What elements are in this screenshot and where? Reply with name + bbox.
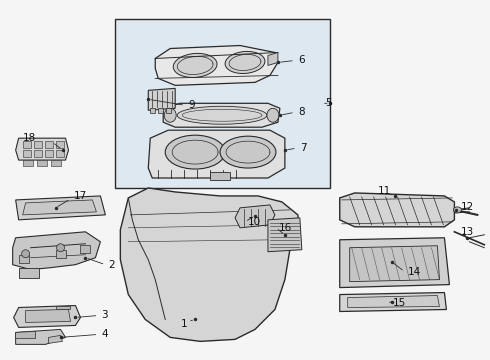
Polygon shape bbox=[348, 296, 440, 307]
Polygon shape bbox=[55, 150, 64, 157]
Ellipse shape bbox=[164, 108, 176, 122]
Text: 14: 14 bbox=[408, 267, 421, 276]
Polygon shape bbox=[19, 255, 28, 263]
Polygon shape bbox=[37, 160, 47, 166]
Polygon shape bbox=[148, 130, 285, 178]
Text: 8: 8 bbox=[298, 107, 304, 117]
Text: 7: 7 bbox=[300, 143, 306, 153]
Text: 10: 10 bbox=[248, 217, 261, 227]
Polygon shape bbox=[19, 268, 39, 278]
Ellipse shape bbox=[173, 53, 217, 77]
Text: 18: 18 bbox=[23, 133, 36, 143]
Polygon shape bbox=[25, 310, 71, 323]
Polygon shape bbox=[49, 336, 63, 343]
Ellipse shape bbox=[225, 51, 265, 73]
Text: 15: 15 bbox=[392, 297, 406, 307]
Text: 11: 11 bbox=[378, 186, 391, 196]
Polygon shape bbox=[121, 188, 300, 341]
Polygon shape bbox=[235, 205, 275, 228]
Polygon shape bbox=[23, 141, 30, 148]
Polygon shape bbox=[13, 232, 100, 270]
Polygon shape bbox=[150, 108, 155, 113]
Ellipse shape bbox=[177, 106, 267, 124]
Polygon shape bbox=[45, 141, 52, 148]
Ellipse shape bbox=[453, 207, 462, 213]
Bar bbox=[115, 19, 330, 188]
Polygon shape bbox=[16, 138, 69, 160]
Polygon shape bbox=[16, 196, 105, 220]
Polygon shape bbox=[16, 332, 36, 338]
Polygon shape bbox=[80, 245, 91, 253]
Text: 1: 1 bbox=[181, 319, 188, 329]
Polygon shape bbox=[210, 172, 230, 180]
Polygon shape bbox=[34, 141, 42, 148]
Polygon shape bbox=[340, 193, 454, 227]
Circle shape bbox=[56, 244, 65, 252]
Ellipse shape bbox=[267, 108, 279, 122]
Polygon shape bbox=[155, 45, 278, 85]
Polygon shape bbox=[340, 293, 446, 311]
Text: 13: 13 bbox=[461, 227, 474, 237]
Text: 6: 6 bbox=[298, 55, 304, 66]
Polygon shape bbox=[45, 150, 52, 157]
Polygon shape bbox=[268, 53, 278, 66]
Polygon shape bbox=[23, 160, 33, 166]
Polygon shape bbox=[55, 306, 71, 310]
Polygon shape bbox=[268, 218, 302, 252]
Polygon shape bbox=[166, 108, 171, 113]
Polygon shape bbox=[16, 329, 66, 345]
Text: 17: 17 bbox=[74, 191, 87, 201]
Circle shape bbox=[22, 250, 29, 258]
Text: 3: 3 bbox=[101, 310, 108, 320]
Text: 5: 5 bbox=[325, 98, 331, 108]
Polygon shape bbox=[23, 200, 97, 215]
Polygon shape bbox=[34, 150, 42, 157]
Ellipse shape bbox=[220, 136, 276, 168]
Text: 4: 4 bbox=[101, 329, 108, 339]
Polygon shape bbox=[163, 103, 280, 127]
Text: 9: 9 bbox=[188, 100, 195, 110]
Text: 2: 2 bbox=[108, 260, 115, 270]
Polygon shape bbox=[158, 108, 163, 113]
Polygon shape bbox=[340, 238, 449, 288]
Polygon shape bbox=[55, 141, 64, 148]
Polygon shape bbox=[23, 150, 30, 157]
Polygon shape bbox=[50, 160, 61, 166]
Polygon shape bbox=[55, 250, 66, 258]
Polygon shape bbox=[350, 246, 440, 282]
Text: 12: 12 bbox=[461, 202, 474, 212]
Polygon shape bbox=[148, 88, 175, 110]
Ellipse shape bbox=[165, 135, 225, 169]
Polygon shape bbox=[14, 306, 80, 328]
Text: 16: 16 bbox=[279, 223, 292, 233]
